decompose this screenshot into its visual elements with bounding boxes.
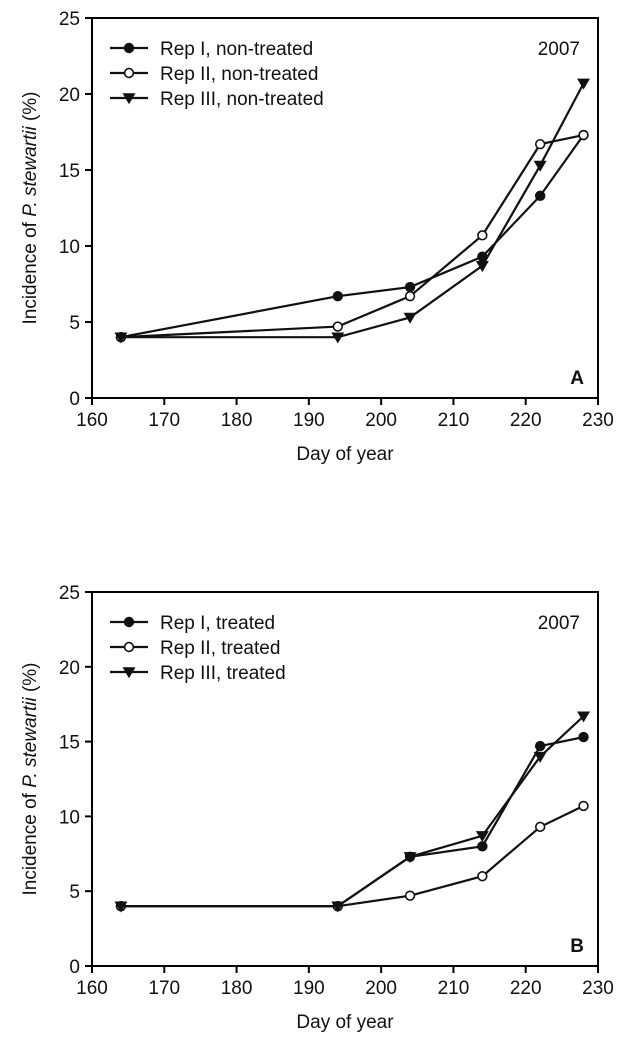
x-tick-label: 220 [510,978,542,999]
x-tick-label: 210 [438,410,470,431]
data-point-rep-1 [578,731,589,743]
plot-frame [91,591,599,967]
y-tick-label: 5 [69,313,80,334]
series-line-rep-1 [120,134,585,339]
x-tick-label: 170 [148,978,180,999]
x-tick-label: 230 [582,410,614,431]
x-tick-label: 160 [76,978,108,999]
data-point-rep-3 [533,160,547,172]
data-point-rep-3 [403,312,417,324]
data-point-rep-1 [534,740,546,752]
x-tick-label: 210 [438,978,470,999]
legend-label: Rep I, non-treated [160,39,313,60]
data-point-rep-2 [332,321,343,332]
legend-marker [123,616,135,628]
x-tick-label: 170 [148,410,180,431]
data-point-rep-3 [533,751,547,763]
x-tick-label: 180 [221,410,253,431]
data-point-rep-2 [534,821,546,833]
data-point-rep-2 [404,290,416,302]
x-axis-title: Day of year [296,444,394,465]
data-point-rep-2 [578,800,589,812]
x-tick-label: 220 [510,410,542,431]
legend-marker [123,67,135,79]
y-tick-label: 20 [59,85,80,106]
x-tick-label: 180 [221,978,253,999]
y-axis-title-prefix: Incidence of [20,788,41,896]
legend-label: Rep III, treated [160,663,286,684]
legend-marker [123,641,135,653]
data-point-rep-1 [404,281,416,293]
y-tick-label: 15 [59,733,80,754]
y-axis-title: Incidence of P. stewartii (%) [20,662,41,895]
data-point-rep-3 [114,332,128,344]
plot-frame [91,17,599,399]
y-tick-label: 10 [59,237,80,258]
series-line-rep-1 [120,736,584,908]
y-tick-label: 20 [59,658,80,679]
y-tick-label: 0 [69,957,80,978]
panel-label: B [570,936,584,957]
data-point-rep-2 [477,871,488,882]
y-tick-label: 25 [59,583,80,604]
year-label: 2007 [538,39,580,60]
panel-label: A [570,368,584,389]
y-tick-label: 5 [69,882,80,903]
data-point-rep-3 [475,261,489,273]
data-point-rep-3 [331,901,345,913]
y-axis-title-prefix: Incidence of [20,217,41,325]
x-tick-label: 190 [293,410,325,431]
x-tick-label: 160 [76,410,108,431]
data-point-rep-3 [403,852,417,864]
panel-a: 160 170 180 190 200 210 220 230 0 5 10 15 20 25 Day of… [20,9,614,465]
y-tick-label: 0 [69,389,80,410]
x-tick-label: 190 [293,978,325,999]
x-tick-label: 230 [582,978,614,999]
data-point-rep-3 [331,332,345,344]
series-line-rep-2 [120,133,584,339]
data-point-rep-1 [332,290,343,302]
y-axis-title-species: P. stewartii [20,126,41,217]
legend-label: Rep II, treated [160,638,280,659]
series-line-rep-2 [120,804,585,908]
data-point-rep-2 [477,230,488,241]
y-axis-title-suffix: (%) [20,91,41,126]
y-axis-title-suffix: (%) [20,662,41,697]
data-point-rep-3 [475,831,489,843]
data-point-rep-1 [477,841,488,852]
legend-marker [122,93,136,105]
y-axis-title-species: P. stewartii [20,697,41,788]
data-point-rep-2 [578,129,589,141]
legend-label: Rep I, treated [160,613,275,634]
data-point-rep-1 [534,190,546,202]
x-axis-title: Day of year [296,1012,394,1033]
y-tick-label: 10 [59,807,80,828]
series-line-rep-3 [120,715,585,908]
panel-b: 160 170 180 190 200 210 220 230 0 5 10 15 20 25 Day of… [20,583,614,1033]
legend-marker [122,667,136,679]
data-point-rep-3 [577,711,591,723]
y-tick-label: 15 [59,161,80,182]
legend-label: Rep III, non-treated [160,89,324,110]
x-tick-label: 200 [365,978,397,999]
y-tick-label: 25 [59,9,80,30]
data-point-rep-3 [114,901,128,913]
data-point-rep-2 [404,890,416,901]
data-point-rep-3 [577,78,591,90]
legend-label: Rep II, non-treated [160,64,318,85]
year-label: 2007 [538,613,580,634]
x-tick-label: 200 [365,410,397,431]
legend-marker [123,42,135,54]
series-line-rep-3 [120,82,585,339]
y-axis-title: Incidence of P. stewartii (%) [20,91,41,324]
data-point-rep-2 [534,138,546,150]
